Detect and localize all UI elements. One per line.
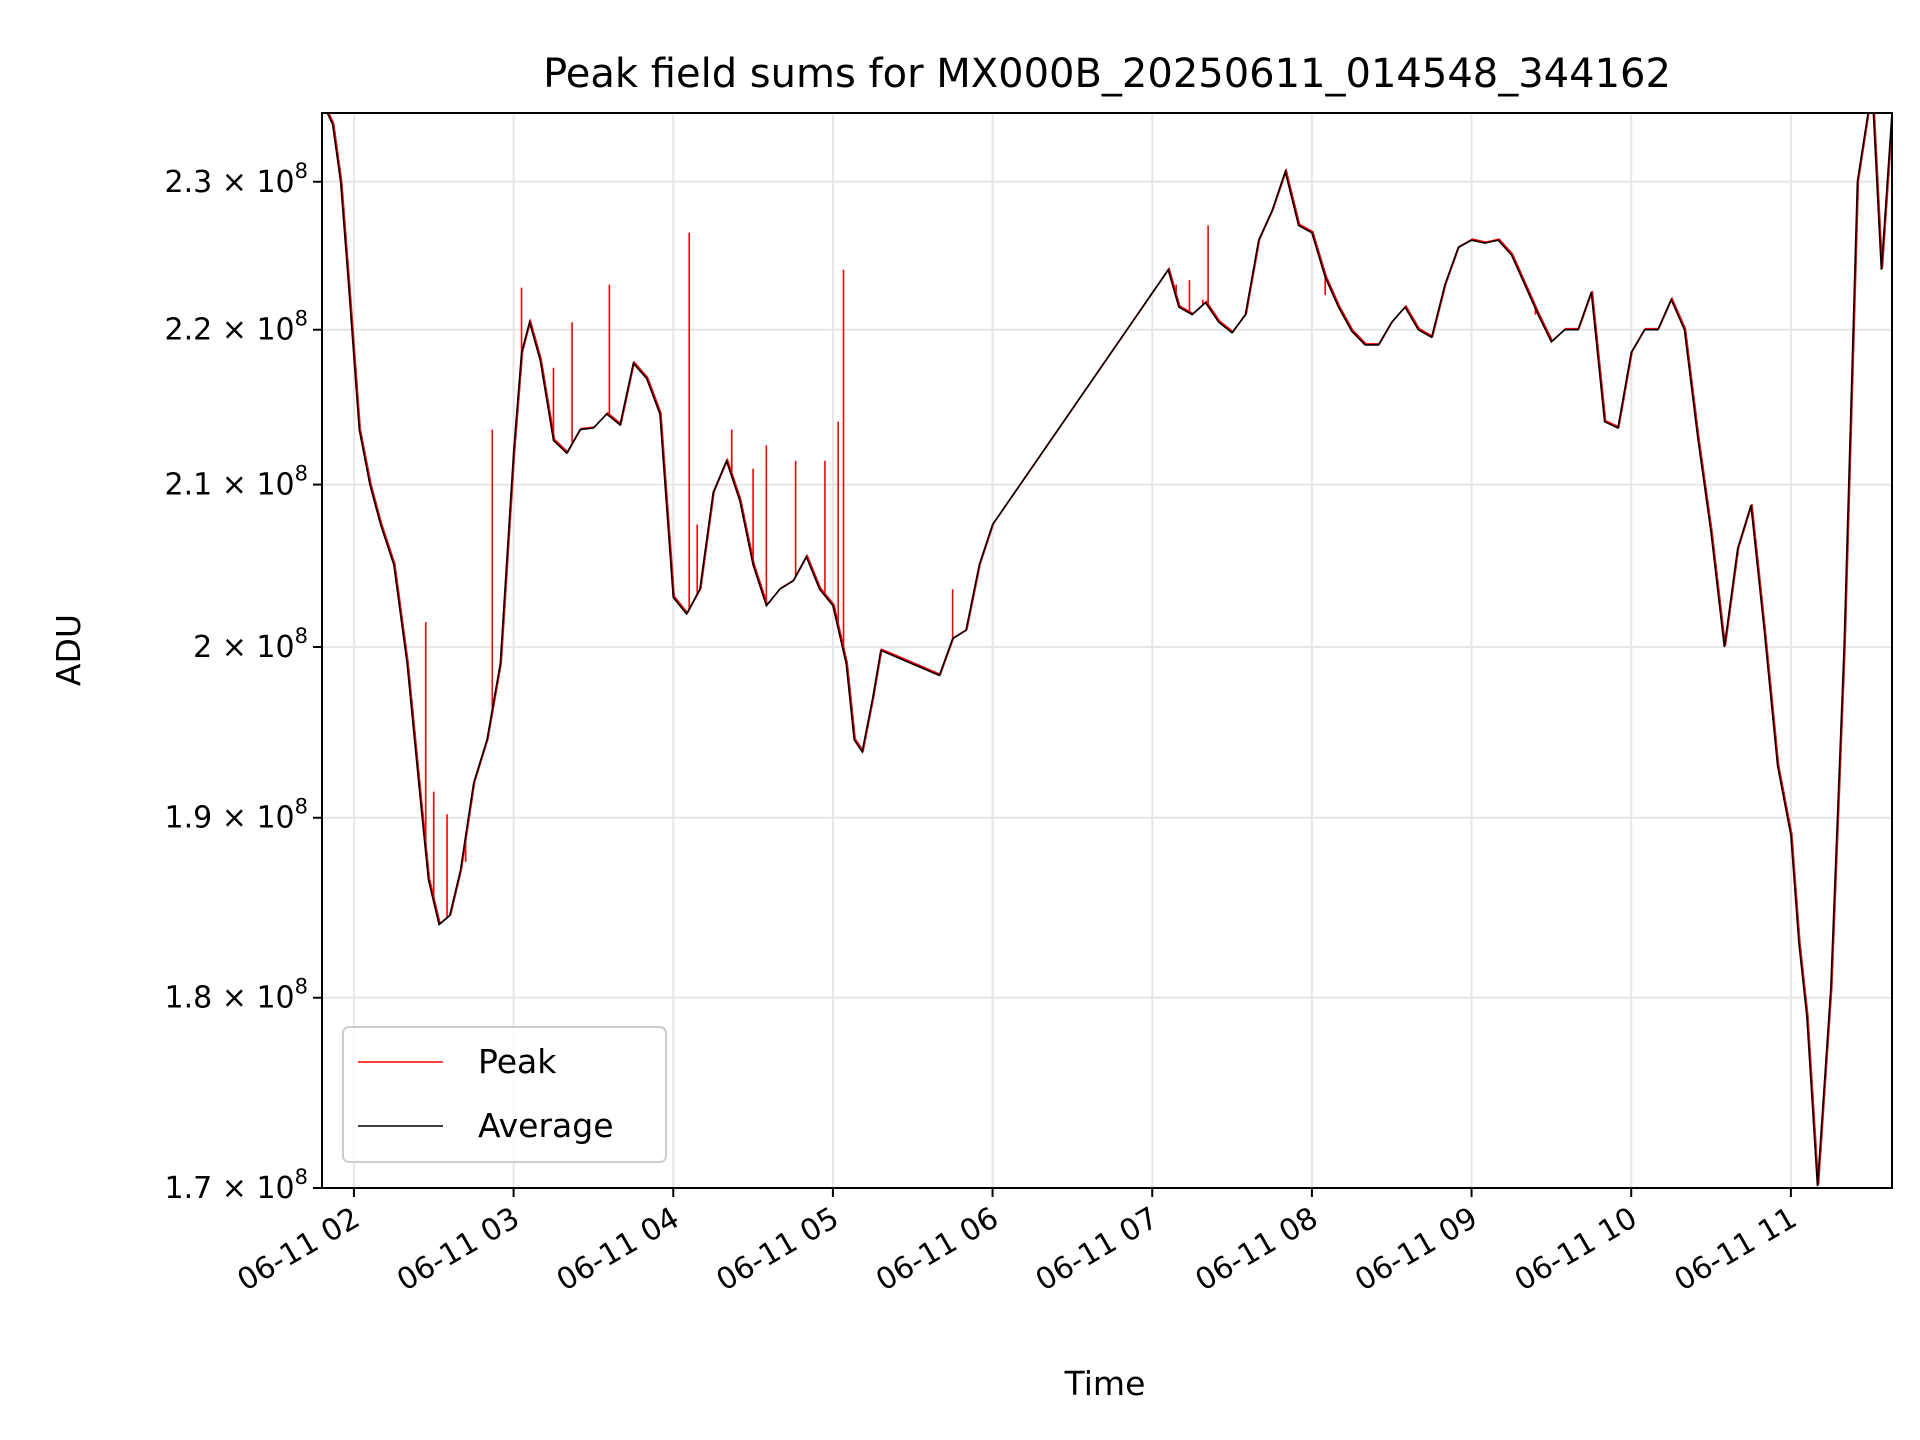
y-axis-label: ADU	[49, 614, 88, 686]
y-tick-label: 1.7 × 108	[165, 1165, 308, 1206]
grid-layer	[322, 113, 1892, 1189]
series-line-peak	[327, 113, 1892, 1186]
legend: Peak Average	[342, 1026, 667, 1163]
legend-label-peak: Peak	[478, 1042, 557, 1081]
legend-box	[342, 1026, 667, 1163]
chart-title: Peak field sums for MX000B_20250611_0145…	[543, 51, 1671, 97]
y-tick-label: 1.8 × 108	[165, 975, 308, 1016]
y-tick-label: 2.3 × 108	[165, 159, 308, 200]
y-tick-label: 2.2 × 108	[165, 307, 308, 348]
series-layer	[322, 113, 1892, 1187]
y-tick-label: 2.1 × 108	[165, 462, 308, 503]
y-tick-label: 1.9 × 108	[165, 795, 308, 836]
series-line-average	[322, 113, 1892, 1187]
legend-label-average: Average	[478, 1106, 614, 1145]
x-axis-label: Time	[1064, 1364, 1146, 1403]
y-tick-label: 2 × 108	[193, 624, 308, 665]
plot-frame	[321, 112, 1893, 1189]
y-axis-ticks: 1.7 × 108 1.8 × 108 1.9 × 108 2 × 108 2.1 × …	[165, 159, 322, 1206]
